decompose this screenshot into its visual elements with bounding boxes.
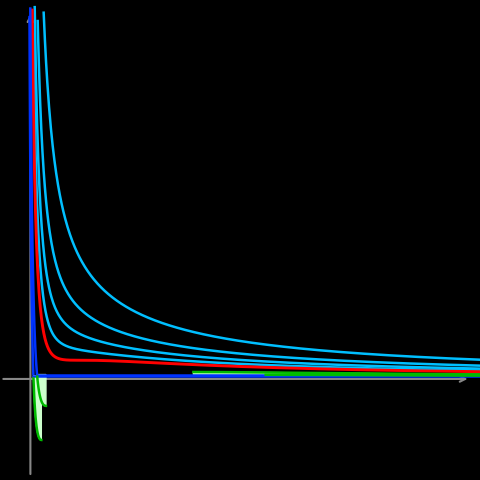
Polygon shape bbox=[266, 375, 480, 376]
Polygon shape bbox=[37, 374, 46, 406]
Polygon shape bbox=[193, 372, 480, 374]
Polygon shape bbox=[34, 376, 41, 440]
